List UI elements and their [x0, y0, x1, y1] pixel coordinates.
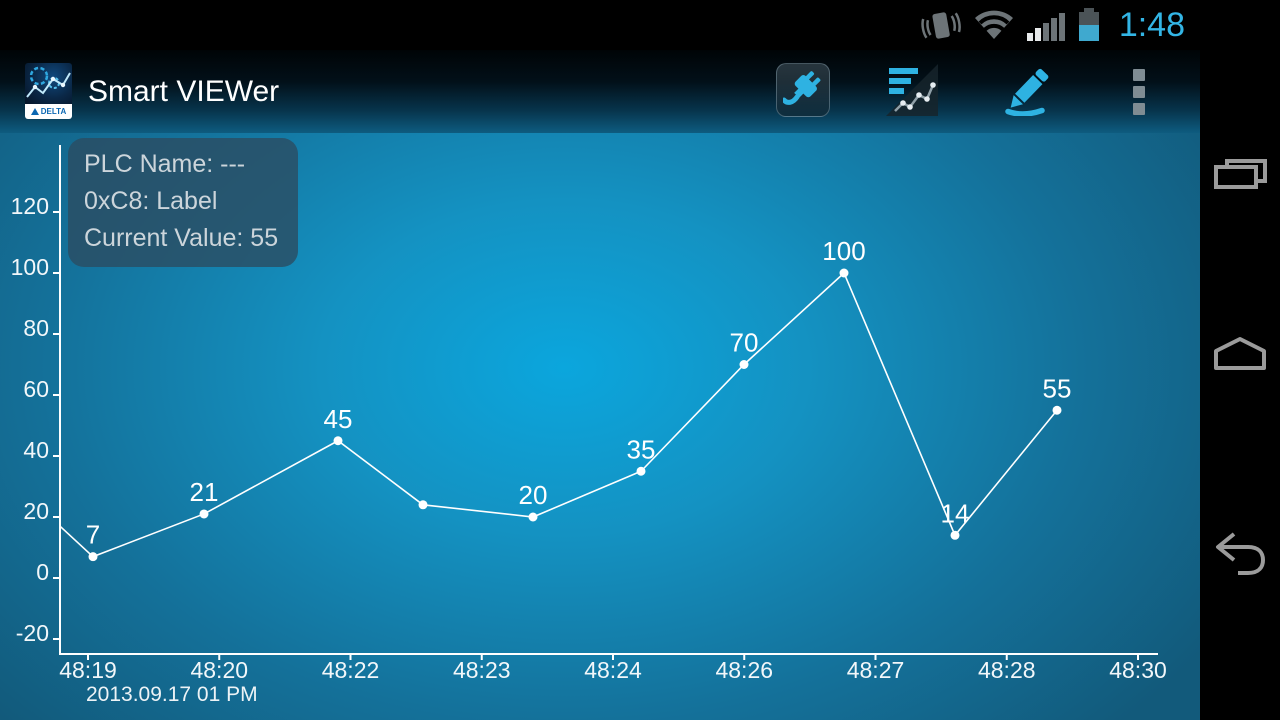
- data-point[interactable]: [636, 466, 646, 476]
- data-point[interactable]: [418, 500, 428, 510]
- data-point[interactable]: [1052, 405, 1062, 415]
- x-tick-label: 48:30: [1109, 657, 1167, 683]
- y-tick-label: 100: [11, 254, 49, 280]
- data-point-label: 35: [627, 434, 656, 464]
- plug-icon: [781, 70, 821, 105]
- x-tick-label: 48:26: [715, 657, 773, 683]
- app-bar: DELTA Smart VIEWer: [0, 50, 1200, 134]
- data-point-label: 7: [86, 520, 100, 550]
- data-point-label: 100: [822, 236, 865, 266]
- x-tick-label: 48:22: [322, 657, 380, 683]
- chart-area[interactable]: -20 0 20 40 60 80 100 120 48:19 48:20 48:22 48:23 48…: [0, 133, 1200, 720]
- connect-button[interactable]: [776, 63, 830, 117]
- home-icon: [1214, 337, 1266, 370]
- data-point-label: 55: [1043, 373, 1072, 403]
- plc-name-line: PLC Name: ---: [84, 150, 246, 178]
- back-button[interactable]: [1200, 518, 1280, 588]
- data-point-label: 14: [941, 498, 970, 528]
- app-logo-art: [25, 63, 72, 104]
- plc-info-box: PLC Name: --- 0xC8: Label Current Value:…: [68, 138, 299, 267]
- current-value-line: Current Value: 55: [84, 224, 279, 252]
- wifi-icon: [974, 10, 1013, 39]
- data-point-label: 21: [190, 477, 219, 507]
- data-point-label: 20: [519, 480, 548, 510]
- app-title: Smart VIEWer: [88, 75, 280, 108]
- recents-icon: [1214, 159, 1267, 189]
- delta-app-logo: DELTA: [25, 63, 72, 119]
- vibrate-icon: [921, 12, 961, 39]
- signal-icon: [1026, 13, 1065, 41]
- data-point[interactable]: [333, 436, 343, 446]
- overflow-icon: [1133, 69, 1145, 81]
- data-point[interactable]: [739, 360, 749, 369]
- y-tick-label: 60: [23, 376, 49, 402]
- chart-icon: [886, 64, 938, 116]
- x-axis-date-label: 2013.09.17 01 PM: [86, 683, 258, 706]
- x-tick-label: 48:28: [978, 657, 1036, 683]
- chart-report-button[interactable]: [886, 64, 938, 116]
- status-time: 1:48: [1118, 6, 1185, 44]
- delta-brand-text: DELTA: [40, 107, 67, 116]
- y-tick-label: 0: [36, 559, 49, 585]
- x-tick-label: 48:20: [190, 657, 248, 683]
- data-point[interactable]: [839, 268, 849, 278]
- home-button[interactable]: [1200, 318, 1280, 388]
- data-point[interactable]: [88, 552, 98, 562]
- series-line: [59, 271, 1058, 558]
- x-tick-label: 48:23: [453, 657, 511, 683]
- delta-triangle-icon: [30, 108, 39, 115]
- data-point-label: 70: [730, 328, 759, 358]
- recents-button[interactable]: [1200, 138, 1280, 208]
- y-tick-label: 80: [23, 315, 49, 341]
- data-point[interactable]: [528, 512, 538, 522]
- overflow-menu-button[interactable]: [1125, 68, 1153, 116]
- x-tick-label: 48:27: [847, 657, 905, 683]
- x-tick-label: 48:19: [59, 657, 117, 683]
- back-icon: [1216, 532, 1266, 575]
- edit-button[interactable]: [1001, 64, 1053, 117]
- register-line: 0xC8: Label: [84, 187, 218, 215]
- data-point[interactable]: [950, 530, 960, 540]
- y-tick-label: -20: [16, 620, 49, 646]
- data-point-label: 45: [324, 404, 353, 434]
- data-point[interactable]: [199, 509, 209, 519]
- y-tick-label: 20: [23, 498, 49, 524]
- navigation-bar: [1200, 0, 1280, 720]
- status-bar: 1:48: [0, 0, 1280, 50]
- x-tick-label: 48:24: [584, 657, 642, 683]
- battery-icon: [1078, 8, 1099, 41]
- trend-chart: -20 0 20 40 60 80 100 120 48:19 48:20 48:22 48:23 48…: [11, 145, 1167, 706]
- y-tick-label: 120: [11, 193, 49, 219]
- y-tick-label: 40: [23, 437, 49, 463]
- delta-brand-strip: DELTA: [25, 104, 72, 119]
- pencil-icon: [1005, 68, 1049, 117]
